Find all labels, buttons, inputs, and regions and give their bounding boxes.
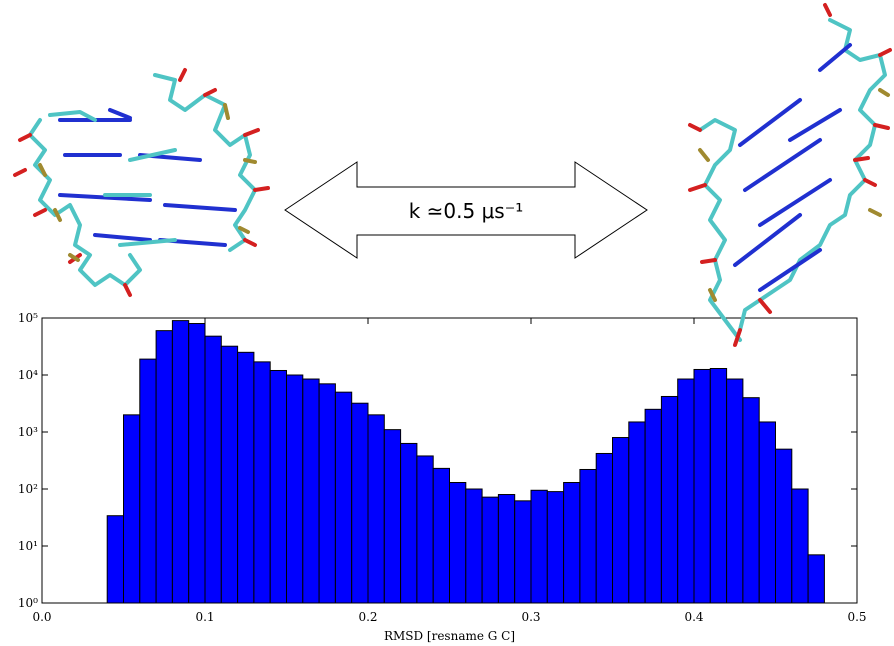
bar (269, 369, 288, 604)
molecule-right (688, 3, 892, 347)
bar (807, 554, 825, 604)
bar (400, 442, 418, 604)
bar (546, 491, 565, 604)
bar (481, 496, 499, 604)
bar (612, 437, 630, 604)
bar (726, 378, 744, 604)
bar (318, 383, 336, 604)
bar (220, 345, 239, 604)
bar (286, 374, 304, 604)
bar (514, 500, 532, 604)
bar (628, 421, 646, 604)
x-tick-label: 0.2 (358, 610, 377, 624)
y-tick-label: 10³ (18, 425, 38, 439)
y-tick-label: 10⁵ (18, 311, 38, 325)
bar (758, 421, 777, 604)
bar (171, 320, 190, 604)
bar (497, 494, 516, 604)
bar (775, 448, 793, 604)
bar (106, 515, 124, 604)
bar (677, 378, 695, 604)
bar (644, 408, 662, 604)
x-tick-label: 0.3 (521, 610, 540, 624)
x-tick-label: 0.5 (847, 610, 866, 624)
bar (709, 368, 728, 604)
bar (351, 402, 369, 604)
x-tick-label: 0.1 (195, 610, 214, 624)
bar (139, 358, 157, 604)
bar (432, 467, 451, 604)
double-arrow (284, 161, 648, 259)
bar (530, 489, 548, 604)
histogram: 0.0 0.1 0.2 0.3 0.4 0.5 10⁰ 10¹ 10² 10³ 10⁴ 10⁵ RMSD… (18, 311, 867, 643)
bar (791, 488, 809, 604)
y-tick-label: 10⁴ (18, 368, 38, 382)
bar (595, 452, 614, 604)
bar (660, 395, 679, 604)
bar (367, 414, 385, 604)
rate-annotation: k ≃0.5 μs⁻¹ (409, 199, 524, 223)
x-axis-label: RMSD [resname G C] (384, 629, 515, 643)
bar (204, 335, 222, 604)
bar (416, 455, 434, 604)
molecule-left (13, 68, 270, 297)
bar (579, 468, 597, 604)
bar (237, 351, 255, 604)
y-tick-label: 10⁰ (18, 596, 38, 610)
bar (253, 361, 271, 604)
bar (302, 378, 320, 604)
x-tick-label: 0.0 (32, 610, 51, 624)
y-tick-label: 10² (18, 482, 38, 496)
bar (465, 488, 483, 604)
bar (334, 391, 353, 604)
bar (188, 323, 206, 604)
y-tick-label: 10¹ (18, 539, 38, 553)
plot-frame (41, 317, 858, 604)
bar (383, 429, 402, 604)
bar (742, 397, 760, 604)
bar (563, 482, 581, 604)
bar (155, 330, 173, 604)
bar (449, 482, 467, 604)
bar (123, 414, 141, 604)
x-tick-label: 0.4 (684, 610, 703, 624)
bar (693, 368, 711, 604)
